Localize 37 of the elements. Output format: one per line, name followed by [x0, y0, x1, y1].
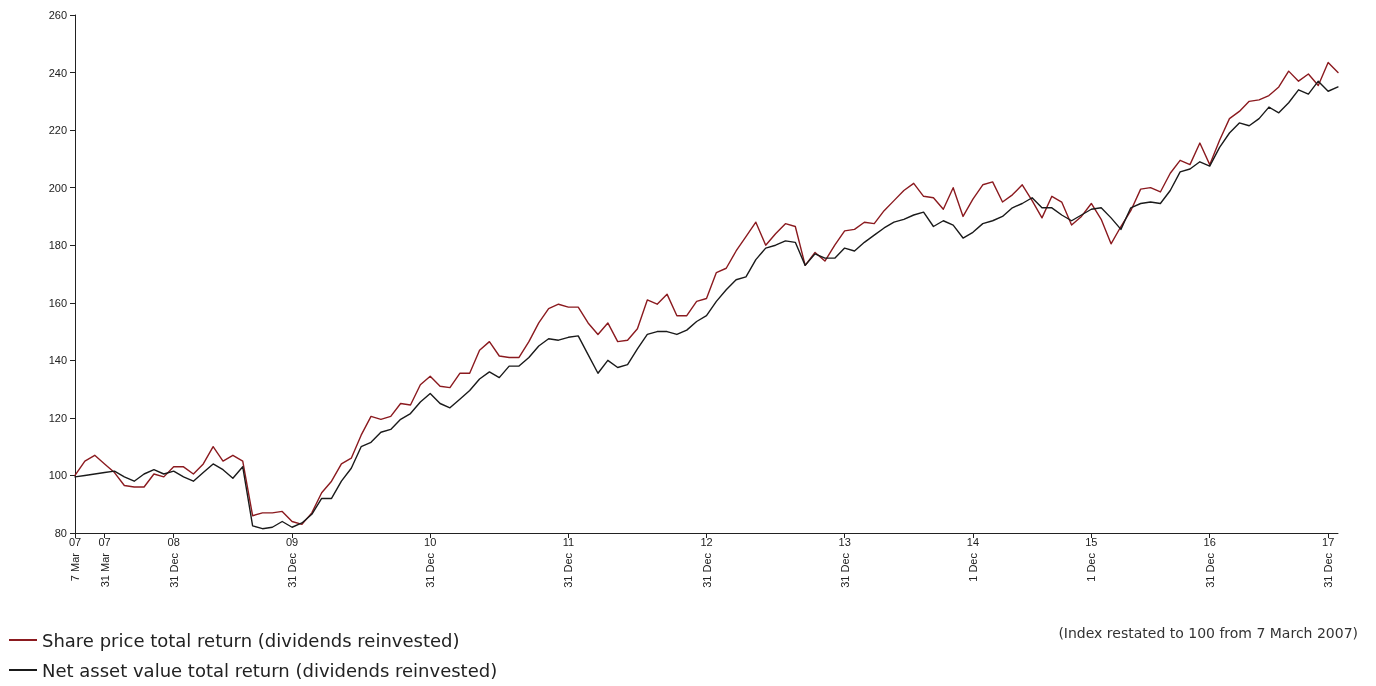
x-tick-label: 07 [68, 535, 82, 548]
text: 31 Dec [562, 552, 575, 588]
text: 31 Dec [167, 552, 180, 588]
y-tick-label: 200 [48, 181, 67, 194]
x-tick-label: 08 [167, 535, 180, 548]
y-tick-label: 220 [48, 124, 67, 137]
y-tick-label: 140 [48, 354, 67, 367]
y-tick-label: 240 [48, 66, 67, 79]
x-tick-label: 15 [1085, 535, 1098, 548]
text: 31 Dec [700, 552, 713, 588]
y-tick-label: 160 [48, 296, 67, 309]
text: 31 Dec [1322, 552, 1335, 588]
x-tick-label: 07 [98, 535, 111, 548]
x-tick-label: 10 [424, 535, 437, 548]
x-tick-label: 13 [838, 535, 851, 548]
x-tick-label: 09 [285, 535, 299, 548]
text: 31 Dec [1203, 552, 1216, 588]
x-tick-label: 14 [966, 535, 980, 548]
x-tick-label: 16 [1203, 535, 1216, 548]
y-tick-label: 100 [48, 469, 67, 482]
text: 31 Dec [424, 552, 437, 588]
text: 7 Mar [69, 552, 81, 582]
x-tick-label: 11 [562, 535, 575, 548]
x-tick-label: 12 [700, 535, 713, 548]
y-tick-label: 120 [48, 411, 67, 424]
text: 31 Dec [286, 552, 299, 588]
text: 31 Dec [838, 552, 851, 588]
text: 31 Mar [98, 552, 111, 588]
y-tick-label: 180 [48, 239, 67, 252]
legend-label: Net asset value total return (dividends reinvested) [42, 659, 498, 681]
text: (Index restated to 100 from 7 March 2007) [1058, 625, 1359, 641]
text: 1 Dec [1085, 552, 1098, 582]
y-tick-label: 80 [54, 527, 67, 539]
y-tick-label: 260 [48, 9, 67, 21]
text: 1 Dec [966, 552, 979, 582]
x-tick-label: 17 [1322, 535, 1335, 548]
legend-label: Share price total return (dividends reinvested) [42, 629, 460, 651]
